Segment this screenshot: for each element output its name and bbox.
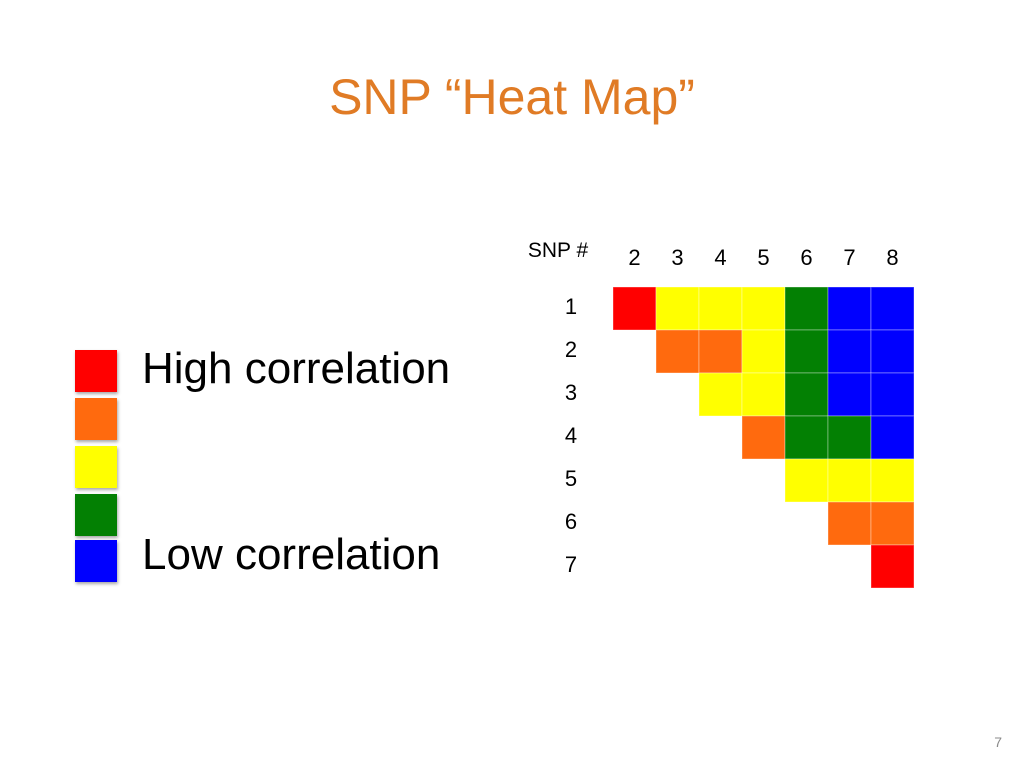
heatmap-cell	[741, 329, 786, 374]
heatmap-cell	[612, 286, 657, 331]
legend-swatch-high	[75, 350, 117, 392]
x-tick-label: 3	[671, 245, 683, 270]
heatmap-cell	[827, 415, 872, 460]
y-tick-label: 7	[565, 552, 577, 577]
x-tick-label: 4	[714, 245, 726, 270]
heatmap-cell	[827, 501, 872, 546]
heatmap-cell	[870, 329, 915, 374]
y-tick-label: 6	[565, 509, 577, 534]
heatmap-cell	[870, 501, 915, 546]
x-axis-labels: 2 3 4 5 6 7 8	[628, 245, 898, 270]
heatmap-cell	[870, 544, 915, 589]
heatmap-cell	[698, 372, 743, 417]
heatmap-cell	[827, 372, 872, 417]
heatmap-cell	[655, 329, 700, 374]
heatmap-cell	[870, 286, 915, 331]
heatmap-cell	[741, 372, 786, 417]
heatmap-cell	[827, 286, 872, 331]
heatmap-cell	[827, 329, 872, 374]
heatmap-cell	[784, 286, 829, 331]
y-tick-label: 5	[565, 466, 577, 491]
legend-label-high: High correlation	[142, 344, 451, 393]
y-tick-label: 4	[565, 423, 577, 448]
slide-title: SNP “Heat Map”	[329, 69, 695, 125]
x-tick-label: 5	[757, 245, 769, 270]
y-tick-label: 1	[565, 294, 577, 319]
heatmap-cell	[784, 458, 829, 503]
heatmap-cells	[612, 286, 915, 589]
legend-swatch-mid-high	[75, 398, 117, 440]
heatmap-cell	[784, 329, 829, 374]
heatmap-cell	[784, 372, 829, 417]
corner-label: SNP #	[528, 239, 589, 262]
x-tick-label: 6	[800, 245, 812, 270]
y-tick-label: 3	[565, 380, 577, 405]
heatmap-cell	[784, 415, 829, 460]
y-axis-labels: 1 2 3 4 5 6 7	[565, 294, 577, 577]
page-number: 7	[994, 734, 1002, 750]
heatmap-cell	[698, 329, 743, 374]
x-tick-label: 2	[628, 245, 640, 270]
heatmap-cell	[741, 415, 786, 460]
legend-swatch-low	[75, 540, 117, 582]
legend-label-low: Low correlation	[142, 530, 441, 579]
heatmap-cell	[870, 415, 915, 460]
x-tick-label: 7	[843, 245, 855, 270]
x-tick-label: 8	[886, 245, 898, 270]
heatmap-cell	[827, 458, 872, 503]
heatmap-cell	[741, 286, 786, 331]
legend-swatch-mid-low	[75, 494, 117, 536]
heatmap-cell	[655, 286, 700, 331]
heatmap-cell	[870, 458, 915, 503]
heatmap-cell	[698, 286, 743, 331]
heatmap-cell	[870, 372, 915, 417]
legend-swatch-mid	[75, 446, 117, 488]
y-tick-label: 2	[565, 337, 577, 362]
